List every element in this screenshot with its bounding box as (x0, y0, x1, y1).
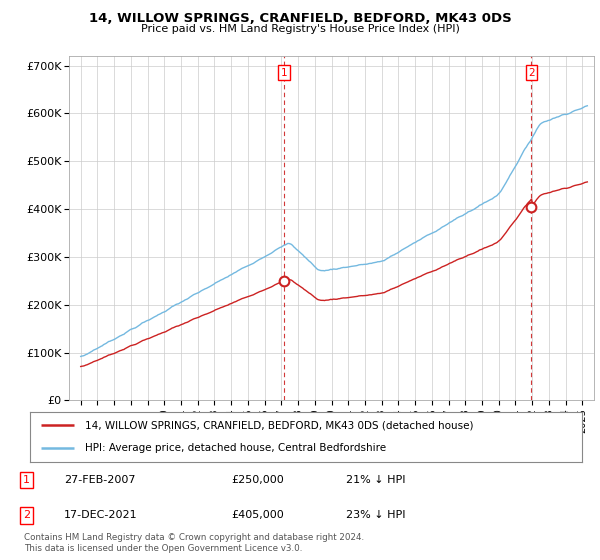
Text: 17-DEC-2021: 17-DEC-2021 (64, 510, 137, 520)
Text: 21% ↓ HPI: 21% ↓ HPI (346, 475, 406, 486)
Text: Price paid vs. HM Land Registry's House Price Index (HPI): Price paid vs. HM Land Registry's House … (140, 24, 460, 34)
Text: Contains HM Land Registry data © Crown copyright and database right 2024.
This d: Contains HM Land Registry data © Crown c… (24, 533, 364, 553)
Text: 1: 1 (23, 475, 30, 486)
Text: 23% ↓ HPI: 23% ↓ HPI (346, 510, 406, 520)
Text: 14, WILLOW SPRINGS, CRANFIELD, BEDFORD, MK43 0DS (detached house): 14, WILLOW SPRINGS, CRANFIELD, BEDFORD, … (85, 420, 474, 430)
Text: 14, WILLOW SPRINGS, CRANFIELD, BEDFORD, MK43 0DS: 14, WILLOW SPRINGS, CRANFIELD, BEDFORD, … (89, 12, 511, 25)
Text: £405,000: £405,000 (231, 510, 284, 520)
Text: HPI: Average price, detached house, Central Bedfordshire: HPI: Average price, detached house, Cent… (85, 444, 386, 454)
Text: £250,000: £250,000 (231, 475, 284, 486)
Text: 2: 2 (528, 68, 535, 78)
Text: 2: 2 (23, 510, 30, 520)
Text: 27-FEB-2007: 27-FEB-2007 (64, 475, 136, 486)
Text: 1: 1 (281, 68, 287, 78)
